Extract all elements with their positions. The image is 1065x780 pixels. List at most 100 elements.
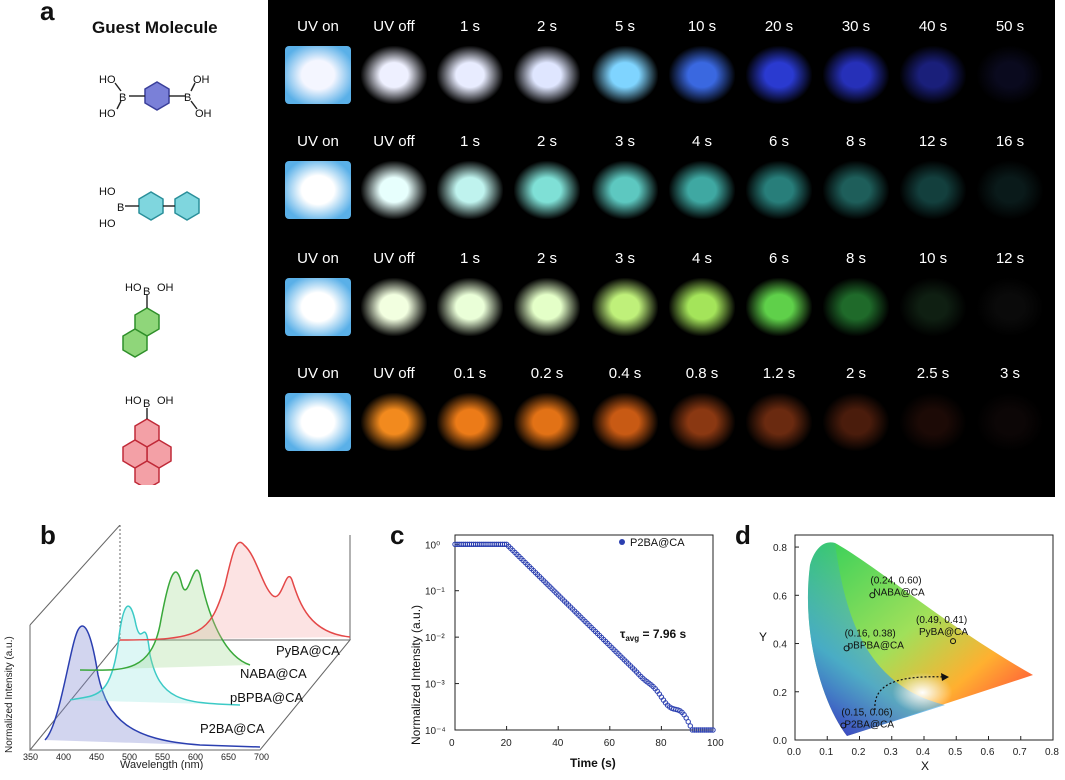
d-xlabel: X (921, 759, 929, 773)
molecule-3-label-oh: OH (157, 282, 174, 294)
molecule-1-label-oh-2: OH (195, 108, 212, 120)
photo-label-r3-c2: UV off (373, 250, 415, 267)
photo-label-r3-c1: UV on (297, 250, 339, 267)
photo-label-r4-c4: 0.2 s (530, 365, 564, 382)
molecule-4-label-oh: OH (157, 395, 174, 407)
photo-label-r3-c7: 6 s (768, 250, 789, 267)
photo-sample-r1-c1 (285, 46, 351, 104)
photo-label-r4-c1: UV on (297, 365, 339, 382)
cie-coord-NABA@CA: (0.24, 0.60) (870, 575, 921, 586)
photo-sample-r4-c4 (514, 393, 580, 451)
photo-sample-r1-c4 (514, 46, 580, 104)
d-ytick-0.8: 0.8 (773, 543, 787, 554)
c-annotation-tau: τ (620, 627, 626, 641)
molecule-naphthalene-boronic-acid: HO B OH (122, 282, 174, 358)
cie-coord-PyBA@CA: (0.49, 0.41) (916, 615, 967, 626)
photo-sample-r3-c7 (746, 278, 812, 336)
b-xtick-350: 350 (23, 752, 38, 762)
molecule-2-label-ho-1: HO (99, 186, 116, 198)
d-xtick-0.8: 0.8 (1045, 747, 1059, 758)
photo-sample-r2-c5 (592, 161, 658, 219)
photo-label-r2-c1: UV on (297, 133, 339, 150)
cie-point-PyBA@CA (950, 638, 957, 645)
photo-sample-r3-c1 (285, 278, 351, 336)
c-xtick-80: 80 (655, 738, 667, 749)
photo-label-r4-c7: 1.2 s (762, 365, 796, 382)
panel-label-a: a (40, 0, 55, 26)
chart-cie-diagram: (0.24, 0.60)NABA@CA (0.16, 0.38)pBPBA@CA (… (759, 534, 1059, 773)
photo-label-r4-c10: 3 s (999, 365, 1020, 382)
panel-label-c: c (390, 520, 405, 550)
b-xlabel: Wavelength (nm) (120, 759, 203, 770)
c-point (710, 727, 716, 733)
cie-coord-P2BA@CA: (0.15, 0.06) (841, 708, 892, 719)
b-xtick-550: 550 (155, 752, 170, 762)
photo-sample-r4-c8 (823, 393, 889, 451)
d-xtick-0.7: 0.7 (1013, 747, 1027, 758)
panel-label-d: d (735, 520, 751, 550)
photo-sample-r4-c10 (977, 393, 1043, 451)
d-ytick-0.2: 0.2 (773, 688, 787, 699)
c-xtick-60: 60 (604, 738, 616, 749)
c-annotation-value: = 7.96 s (639, 627, 686, 641)
cie-point-NABA@CA (869, 592, 876, 599)
photo-label-r3-c10: 12 s (995, 250, 1025, 267)
photo-label-r2-c9: 12 s (918, 133, 948, 150)
b-xtick-400: 400 (56, 752, 71, 762)
b-xtick-500: 500 (122, 752, 137, 762)
photo-label-r4-c9: 2.5 s (916, 365, 950, 382)
molecule-1-label-b-1: B (119, 92, 126, 104)
chart-emission-spectra: PyBA@CA NABA@CA pBPBA@CA P2BA@CA 350 400 4… (4, 525, 352, 770)
b-xtick-450: 450 (89, 752, 104, 762)
photo-label-r1-c3: 1 s (459, 18, 480, 35)
photo-sample-r3-c9 (900, 278, 966, 336)
photo-label-r1-c7: 20 s (764, 18, 794, 35)
photo-sample-r2-c7 (746, 161, 812, 219)
legend-p2ba: P2BA@CA (200, 721, 265, 736)
photo-label-r1-c6: 10 s (687, 18, 717, 35)
cie-coord-pBPBA@CA: (0.16, 0.38) (845, 628, 896, 639)
d-xtick-0.3: 0.3 (884, 747, 898, 758)
photo-sample-r1-c5 (592, 46, 658, 104)
photo-sample-r2-c4 (514, 161, 580, 219)
photo-label-r2-c2: UV off (373, 133, 415, 150)
photo-sample-r2-c2 (361, 161, 427, 219)
d-ytick-0.4: 0.4 (773, 640, 787, 651)
photo-label-r2-c6: 4 s (691, 133, 712, 150)
c-point (685, 719, 691, 725)
photo-label-r2-c8: 8 s (845, 133, 866, 150)
photo-label-r2-c10: 16 s (995, 133, 1025, 150)
photo-label-r3-c3: 1 s (459, 250, 480, 267)
transition-arrow (874, 676, 946, 711)
d-ylabel: Y (759, 630, 767, 644)
c-xtick-40: 40 (552, 738, 564, 749)
photo-label-r2-c5: 3 s (614, 133, 635, 150)
photo-sample-r3-c6 (669, 278, 735, 336)
d-xtick-0.6: 0.6 (981, 747, 995, 758)
c-point (501, 541, 508, 547)
photo-sample-r1-c3 (437, 46, 503, 104)
photo-label-r3-c4: 2 s (536, 250, 557, 267)
photo-label-r4-c8: 2 s (845, 365, 866, 382)
cie-point-pBPBA@CA (843, 645, 850, 652)
photo-label-r1-c5: 5 s (614, 18, 635, 35)
c-point (687, 723, 693, 729)
photo-sample-r4-c6 (669, 393, 735, 451)
d-xtick-0.0: 0.0 (787, 747, 801, 758)
photo-label-r3-c9: 10 s (918, 250, 948, 267)
photo-sample-r2-c9 (900, 161, 966, 219)
d-xtick-0.5: 0.5 (948, 747, 962, 758)
c-ytick-4: 10⁻⁴ (425, 726, 446, 737)
photo-sample-r3-c10 (977, 278, 1043, 336)
cie-label-P2BA@CA: P2BA@CA (844, 720, 894, 731)
photo-sample-r4-c1 (285, 393, 351, 451)
photo-label-r4-c6: 0.8 s (685, 365, 719, 382)
cie-label-pBPBA@CA: pBPBA@CA (848, 640, 905, 651)
photo-sample-r1-c7 (746, 46, 812, 104)
c-ytick-0: 10⁰ (425, 540, 440, 551)
photo-label-r4-c5: 0.4 s (608, 365, 642, 382)
series-pyba (119, 541, 351, 641)
c-xtick-0: 0 (449, 738, 455, 749)
d-xtick-0.4: 0.4 (916, 747, 930, 758)
c-ytick-1: 10⁻¹ (425, 587, 445, 598)
